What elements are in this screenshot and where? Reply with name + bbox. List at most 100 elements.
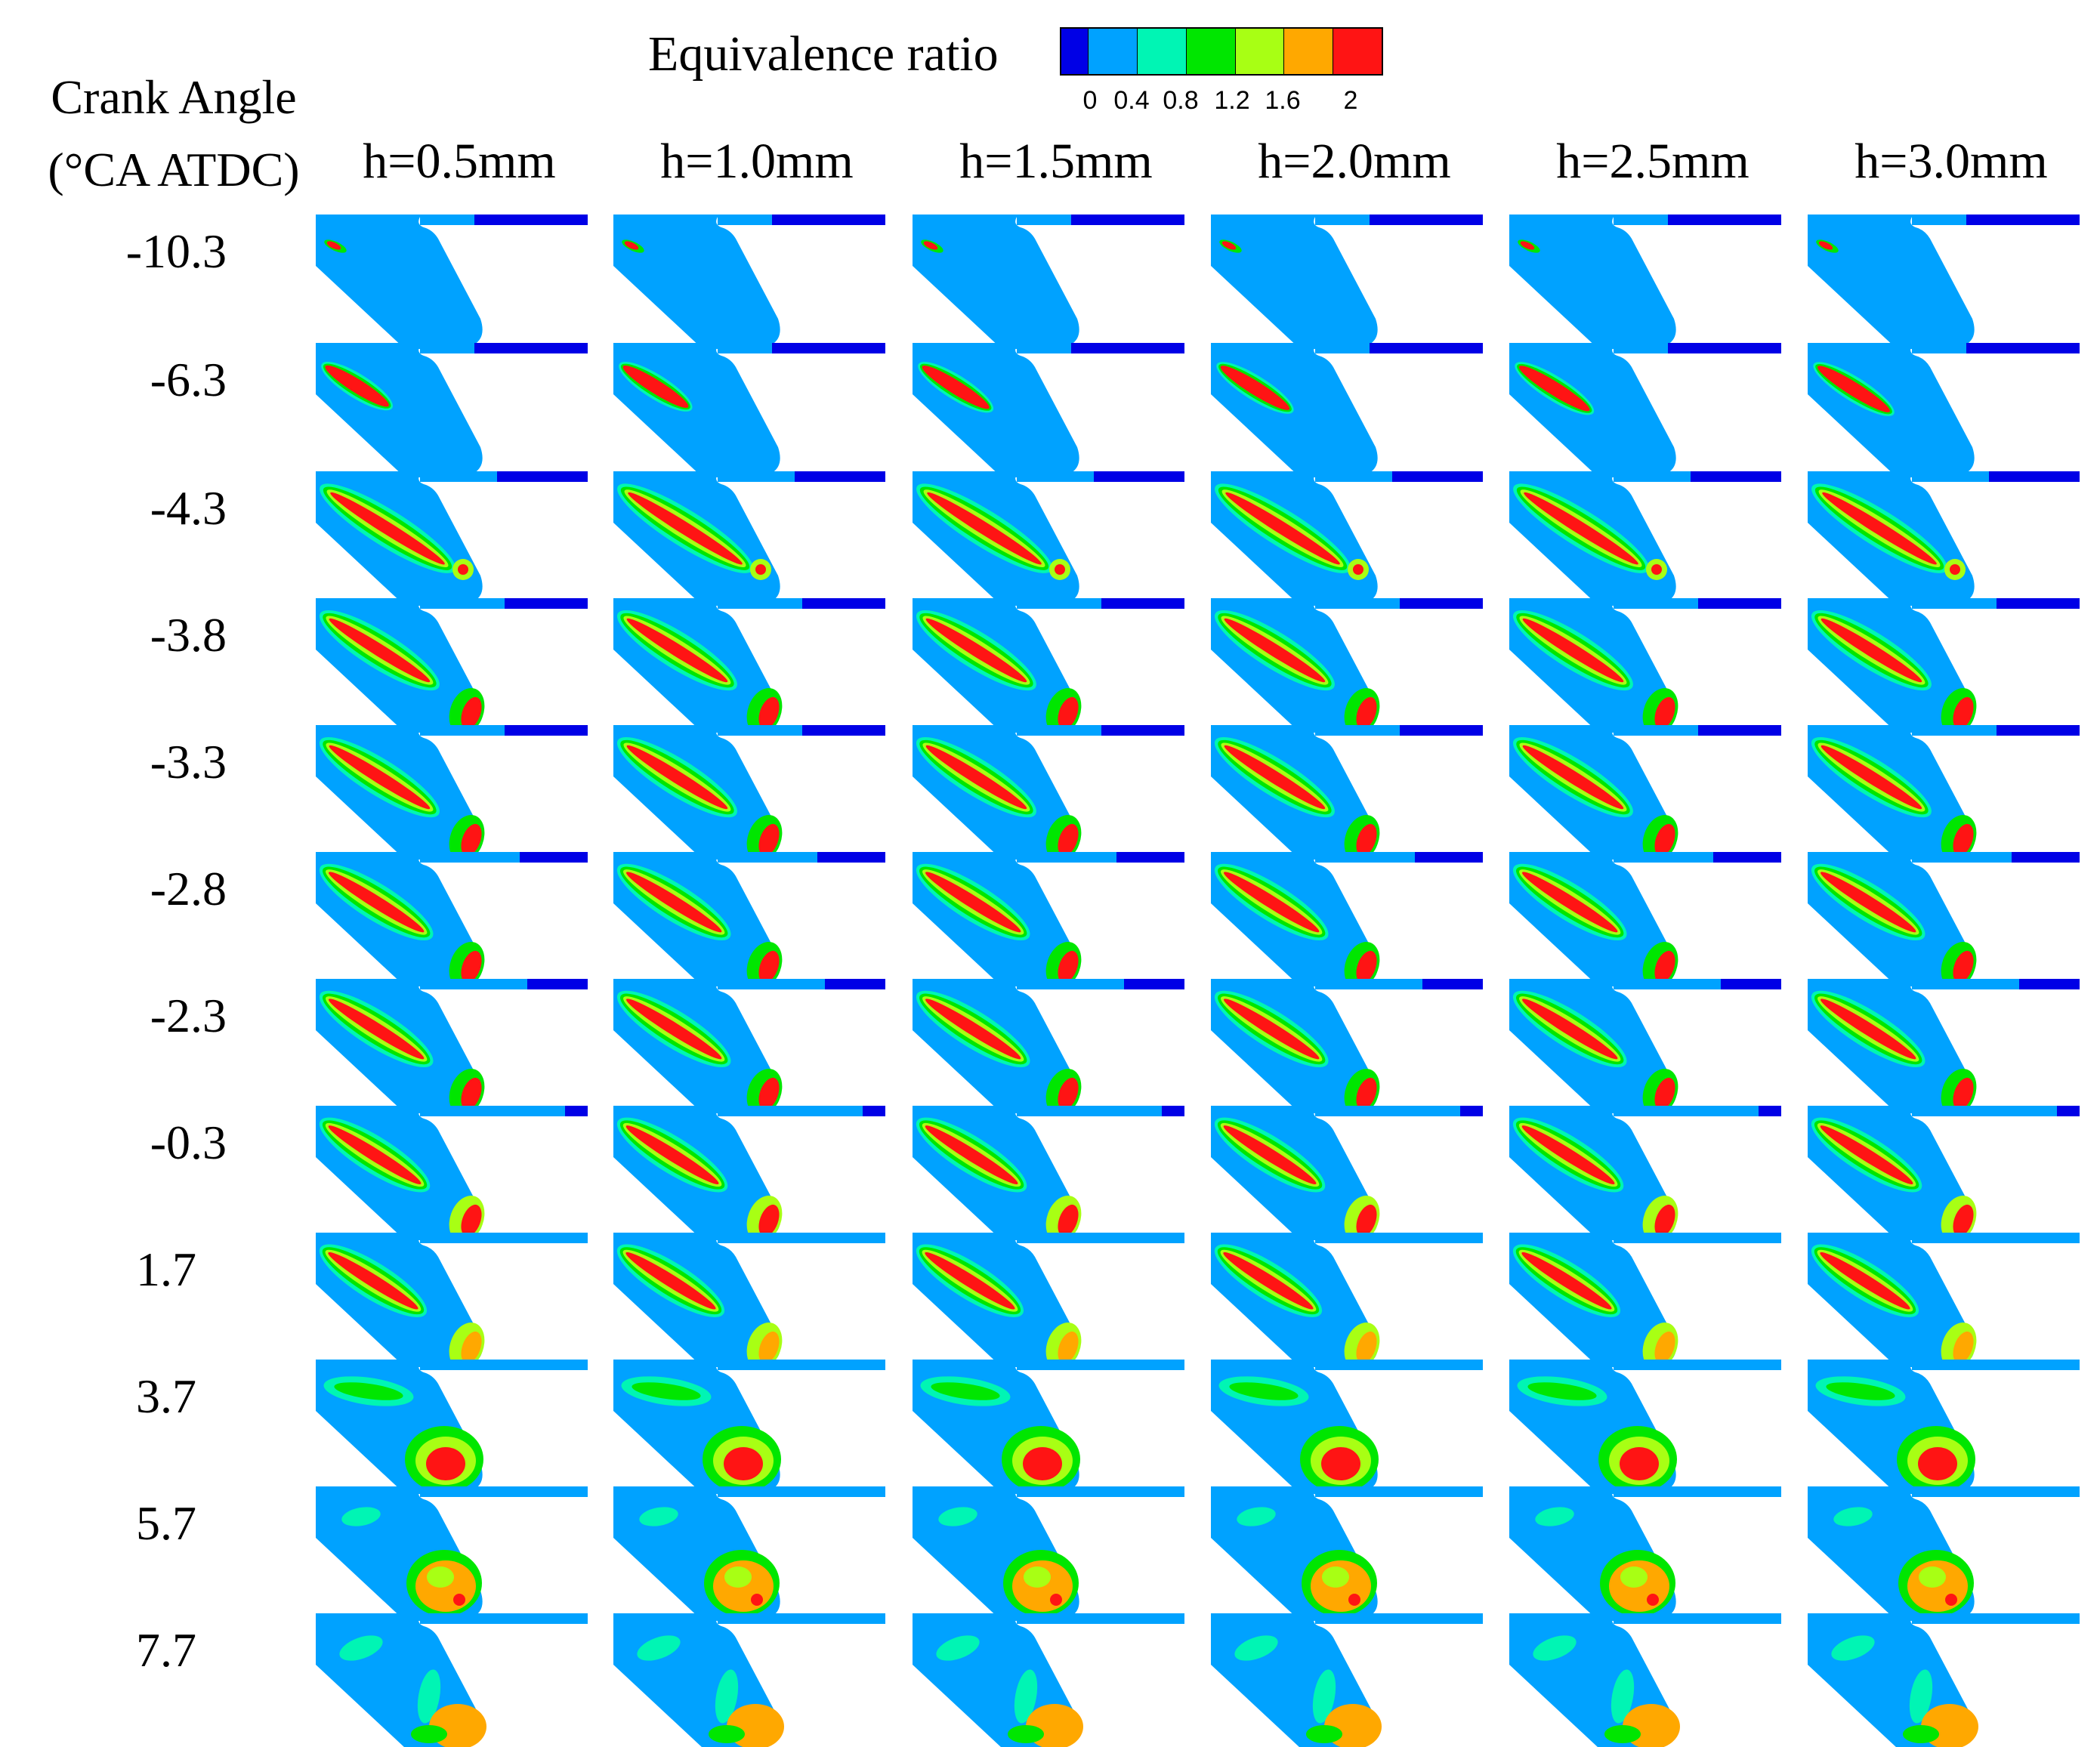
jet-tip-contour [458, 564, 468, 575]
bowl-mixing-contour [1312, 1669, 1336, 1724]
injector-channel [1017, 1486, 1184, 1497]
contour-panel [1211, 598, 1483, 735]
combustion-bowl [1808, 215, 1975, 350]
bowl-rich-contour [1918, 1447, 1957, 1480]
injector-channel-fuel [2012, 852, 2080, 863]
recirculation-contour [1527, 1382, 1597, 1400]
injector-channel-fuel [2057, 1106, 2080, 1116]
bowl-mixing-contour [1014, 1669, 1038, 1724]
contour-panel [913, 1486, 1184, 1622]
fuel-plume-contour [1521, 872, 1618, 933]
injector-channel-fuel [1691, 471, 1781, 482]
contour-panel [1509, 215, 1781, 350]
contour-panel [613, 1233, 885, 1369]
contour-panel [316, 1360, 588, 1495]
fuel-plume-contour [625, 872, 722, 933]
injector-channel-fuel [863, 1106, 885, 1116]
contour-panel [1211, 1486, 1483, 1622]
colorbar: 0 0.4 0.8 1.2 1.6 2 [1060, 27, 1383, 115]
injector-channel [1614, 1360, 1781, 1370]
bowl-mixing-contour [1024, 1566, 1051, 1588]
bowl-mixing-contour [417, 1669, 441, 1724]
injector-channel [1017, 1360, 1184, 1370]
residual-contour [637, 1635, 681, 1661]
contour-panel [1808, 1486, 2080, 1622]
contour-panel [1211, 725, 1483, 862]
wall-impingement-contour [758, 1331, 780, 1364]
wall-impingement-contour [1058, 950, 1079, 983]
bowl-mixing-contour [1919, 1566, 1946, 1588]
contour-panel [613, 1360, 885, 1495]
fuel-plume-contour [1820, 1252, 1910, 1310]
residual-contour [639, 1507, 678, 1526]
bowl-mixing-contour [411, 1725, 447, 1743]
combustion-bowl [913, 343, 1079, 479]
contour-panel [316, 1486, 588, 1622]
residual-contour [936, 1635, 980, 1661]
injector-channel [1315, 1360, 1483, 1370]
wall-impingement-contour [758, 696, 780, 730]
injector-channel [1315, 1486, 1483, 1497]
fuel-jet-tip [624, 241, 639, 250]
injector-channel-fuel [1721, 979, 1781, 989]
injector-channel [1614, 1106, 1781, 1116]
column-label: h=3.0mm [1854, 134, 2048, 189]
combustion-bowl [1211, 343, 1378, 479]
injector-channel [1017, 1106, 1184, 1116]
injector-channel-fuel [1415, 852, 1483, 863]
injector-channel [718, 1486, 885, 1497]
contour-panel [1808, 215, 2080, 350]
fuel-plume-contour [328, 999, 425, 1060]
contour-panel [1808, 343, 2080, 479]
injector-channel-fuel [1162, 1106, 1184, 1116]
injector-channel [1315, 1613, 1483, 1624]
injector-channel-fuel [802, 725, 885, 736]
contour-panel [613, 471, 885, 607]
injector-channel-fuel [1071, 343, 1184, 353]
wall-impingement-contour [461, 1077, 482, 1110]
fuel-jet-tip [326, 241, 341, 250]
jet-tip-contour [1353, 564, 1363, 575]
contour-panel [913, 215, 1184, 350]
contour-panel [913, 343, 1184, 479]
contour-panel [316, 215, 588, 350]
residual-contour [1833, 1507, 1873, 1526]
wall-impingement-contour [1356, 1331, 1377, 1364]
residual-contour [1831, 1635, 1875, 1661]
injector-channel-fuel [817, 852, 885, 863]
colorbar-tick-label: 0 [1082, 86, 1098, 115]
fuel-plume-contour [622, 365, 689, 408]
colorbar-tick-label: 1.2 [1214, 86, 1250, 115]
bowl-mixing-contour [709, 1725, 745, 1743]
fuel-plume-contour [626, 618, 728, 683]
fuel-plume-contour [1224, 618, 1326, 683]
contour-panel [1509, 852, 1781, 989]
y-axis-title: Crank Angle (°CA ATDC) [15, 69, 332, 198]
wall-impingement-contour [1356, 1204, 1377, 1237]
bowl-mixing-contour [1909, 1669, 1933, 1724]
contour-panel [613, 215, 885, 350]
column-label: h=1.0mm [660, 134, 854, 189]
contour-panel [1211, 215, 1483, 350]
contour-panel [913, 1233, 1184, 1369]
residual-contour [341, 1507, 381, 1526]
injector-channel-fuel [1989, 471, 2080, 482]
wall-impingement-contour [1058, 823, 1079, 857]
combustion-bowl [1509, 215, 1676, 350]
wall-impingement-contour [758, 1204, 780, 1237]
injector-channel [1912, 1486, 2080, 1497]
contour-panel [1211, 471, 1483, 607]
fuel-plume-contour [1821, 745, 1922, 810]
contour-panel [1509, 1360, 1781, 1495]
contour-panel [1808, 1233, 2080, 1369]
residual-contour [339, 1635, 383, 1661]
contour-panel [913, 598, 1184, 735]
colorbar-swatch [1333, 29, 1382, 74]
injector-channel [1017, 1613, 1184, 1624]
bowl-mixing-contour [1647, 1594, 1659, 1606]
combustion-bowl [316, 215, 483, 350]
injector-channel-fuel [1071, 215, 1184, 225]
contour-panel [613, 1106, 885, 1242]
fuel-plume-contour [1822, 492, 1937, 565]
